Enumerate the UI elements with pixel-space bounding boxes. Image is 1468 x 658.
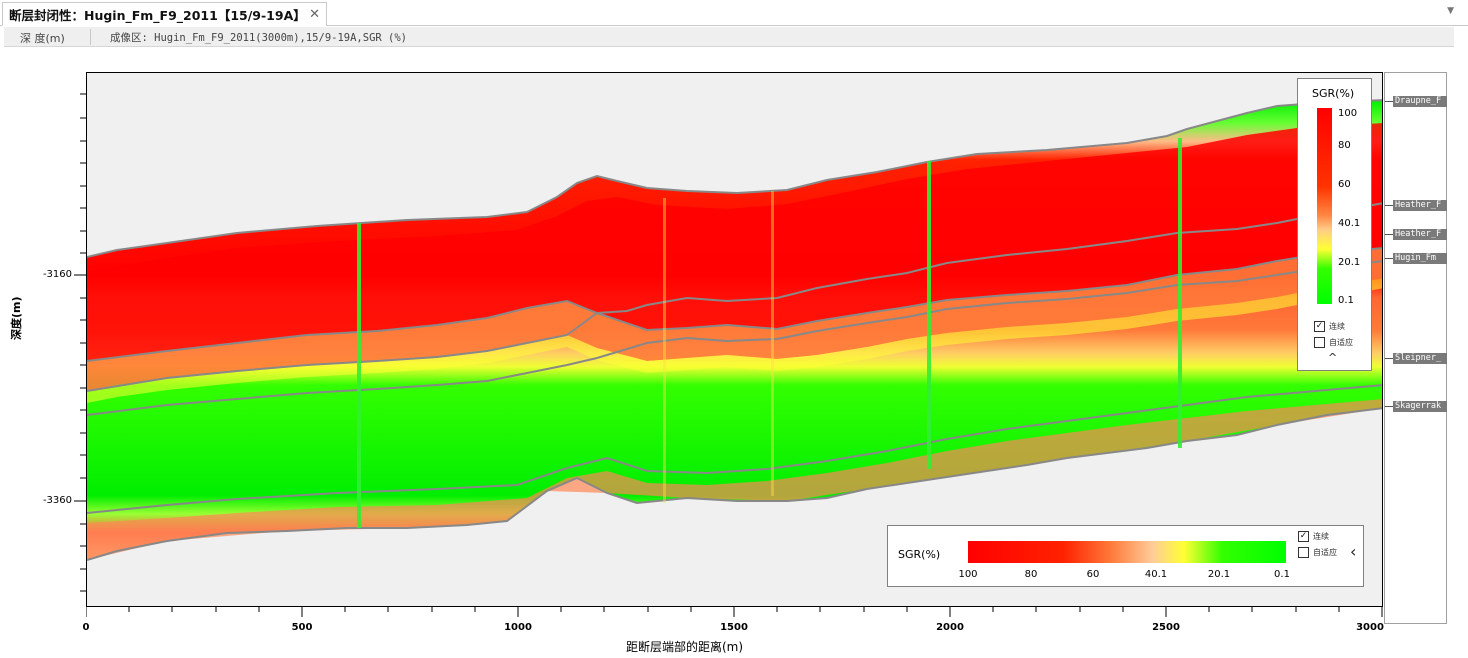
formation-label[interactable]: Heather_F [1393,229,1447,240]
formation-tick [1385,406,1393,407]
formation-tick [1385,358,1393,359]
colorbar-label: 40.1 [1144,569,1168,580]
x-tick-label: 3000 [1356,622,1384,633]
colorbar-label: 80 [1024,569,1038,580]
tab-title: 断层封闭性：Hugin_Fm_F9_2011【15/9-19A】 [9,7,306,23]
divider [90,29,91,45]
formation-label[interactable]: Skagerrak [1393,401,1447,412]
close-icon[interactable]: ✕ [309,7,320,22]
checkbox-empty-icon[interactable] [1314,337,1325,348]
depth-column-label: 深 度(m) [20,32,65,45]
legend-title: SGR(%) [1312,87,1355,100]
x-axis-title: 距断层端部的距离(m) [626,640,744,654]
colorbar-label: 60 [1086,569,1100,580]
colorbar-label: 0.1 [1274,569,1290,580]
sgr-heatmap [87,99,1382,561]
x-tick-label: 2500 [1152,622,1180,633]
chevron-up-icon[interactable]: ^ [1328,351,1338,364]
chevron-left-icon[interactable]: ‹ [1350,542,1357,561]
chevron-down-icon[interactable]: ▼ [1447,6,1454,16]
colorbar-vertical [1317,108,1332,304]
colorbar-label: 100 [1338,108,1358,119]
continuous-label: 连续 [1313,532,1329,541]
sgr-plot-area[interactable] [86,72,1383,607]
imaging-area-label: 成像区: Hugin_Fm_F9_2011(3000m),15/9-19A,SG… [110,32,408,44]
formation-tick [1385,101,1393,102]
colorbar-label: 40.1 [1338,218,1361,229]
y-tick-label: -3160 [42,269,72,280]
formation-label[interactable]: Draupne_F [1393,96,1447,107]
colorbar-horizontal [968,541,1286,563]
formation-label[interactable]: Heather_F [1393,200,1447,211]
colorbar-label: 100 [958,569,978,580]
continuous-label: 连续 [1329,322,1345,331]
y-tick-label: -3360 [42,495,72,506]
sgr-legend-horizontal[interactable]: SGR(%) 100 80 60 40.1 20.1 0.1 ✓ [887,525,1364,587]
adaptive-checkbox[interactable]: 自适应 [1314,337,1353,348]
check-icon[interactable]: ✓ [1298,531,1309,542]
formation-tick [1385,205,1393,206]
colorbar-label: 20.1 [1338,257,1361,268]
colorbar-label: 80 [1338,140,1351,151]
x-tick-label: 2000 [936,622,964,633]
formation-tick [1385,234,1393,235]
x-tick-label: 1500 [720,622,748,633]
adaptive-checkbox[interactable]: 自适应 [1298,547,1337,558]
x-tick-label: 500 [291,622,313,633]
info-bar: 深 度(m) 成像区: Hugin_Fm_F9_2011(3000m),15/9… [4,27,1454,47]
adaptive-label: 自适应 [1329,338,1353,347]
checkbox-empty-icon[interactable] [1298,547,1309,558]
tab-fault-seal[interactable]: 断层封闭性：Hugin_Fm_F9_2011【15/9-19A】 ✕ [2,2,327,26]
formation-tick [1385,258,1393,259]
formation-label[interactable]: Sleipner_ [1393,353,1447,364]
sgr-legend-vertical[interactable]: SGR(%) 100 80 60 40.1 20.1 0.1 ✓ [1297,78,1372,371]
formation-panel: Draupne_F Heather_F Heather_F Hugin_Fm S… [1384,72,1447,624]
adaptive-label: 自适应 [1313,548,1337,557]
formation-label[interactable]: Hugin_Fm [1393,253,1447,264]
continuous-checkbox[interactable]: ✓ 连续 [1314,321,1345,332]
continuous-checkbox[interactable]: ✓ 连续 [1298,531,1329,542]
x-tick-label: 1000 [504,622,532,633]
legend-title: SGR(%) [898,548,941,561]
y-axis-title: 深度(m) [10,296,23,340]
x-axis-ticks [86,607,1383,617]
x-tick-label: 0 [82,622,90,633]
y-axis-ticks [74,93,86,592]
colorbar-label: 20.1 [1207,569,1231,580]
colorbar-label: 0.1 [1338,295,1354,306]
check-icon[interactable]: ✓ [1314,321,1325,332]
colorbar-label: 60 [1338,179,1351,190]
tab-bar: 断层封闭性：Hugin_Fm_F9_2011【15/9-19A】 ✕ ▼ [0,0,1468,26]
